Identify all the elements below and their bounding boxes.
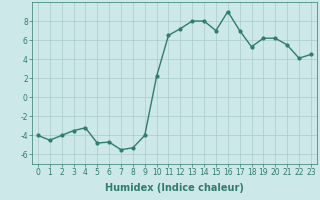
X-axis label: Humidex (Indice chaleur): Humidex (Indice chaleur)	[105, 183, 244, 193]
